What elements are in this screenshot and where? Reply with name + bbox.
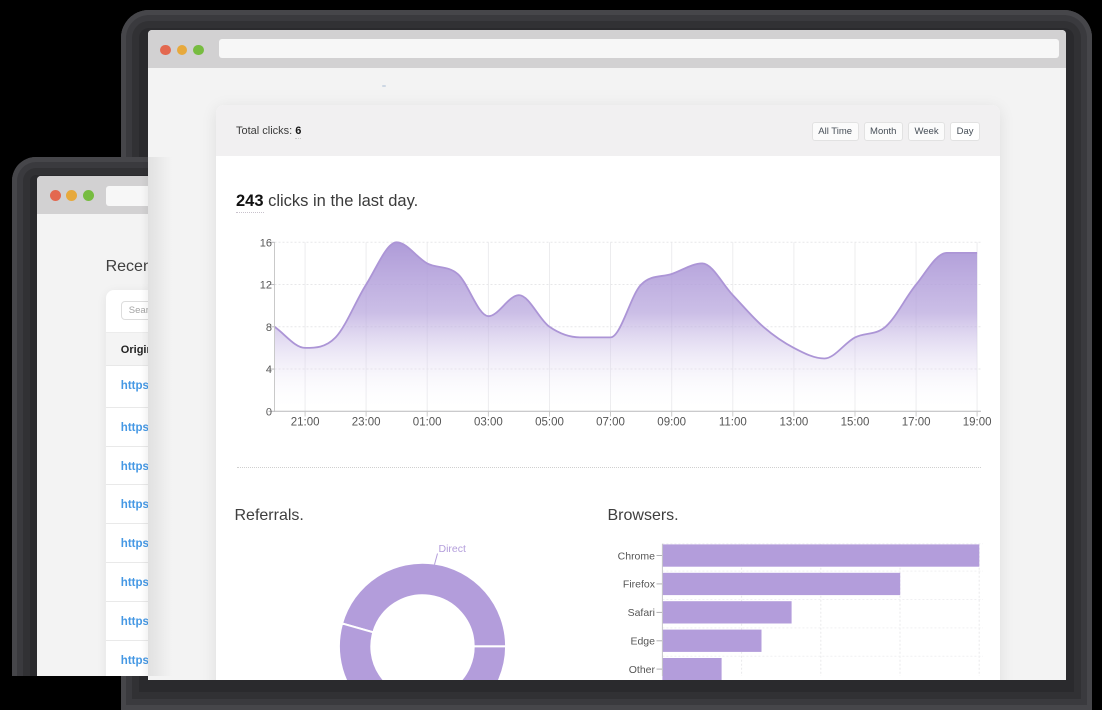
svg-text:01:00: 01:00 bbox=[413, 417, 442, 429]
svg-text:11:00: 11:00 bbox=[719, 417, 747, 429]
svg-text:15:00: 15:00 bbox=[841, 417, 870, 429]
svg-text:23:00: 23:00 bbox=[352, 417, 381, 429]
svg-text:4: 4 bbox=[266, 364, 272, 376]
svg-text:Safari: Safari bbox=[628, 607, 655, 619]
svg-text:16: 16 bbox=[260, 237, 272, 249]
svg-text:07:00: 07:00 bbox=[596, 417, 625, 429]
svg-text:13:00: 13:00 bbox=[779, 417, 808, 429]
svg-text:05:00: 05:00 bbox=[535, 417, 564, 429]
svg-text:Firefox: Firefox bbox=[623, 579, 656, 591]
svg-text:Direct: Direct bbox=[438, 543, 466, 555]
svg-text:03:00: 03:00 bbox=[474, 417, 503, 429]
svg-text:8: 8 bbox=[266, 322, 272, 334]
svg-text:21:00: 21:00 bbox=[291, 417, 320, 429]
svg-text:Chrome: Chrome bbox=[618, 550, 656, 562]
svg-text:0: 0 bbox=[266, 406, 272, 418]
svg-text:12: 12 bbox=[260, 280, 272, 292]
svg-text:Other: Other bbox=[629, 664, 656, 676]
svg-text:09:00: 09:00 bbox=[657, 417, 686, 429]
svg-text:17:00: 17:00 bbox=[902, 417, 931, 429]
svg-text:19:00: 19:00 bbox=[963, 417, 992, 429]
svg-text:Edge: Edge bbox=[630, 636, 655, 648]
